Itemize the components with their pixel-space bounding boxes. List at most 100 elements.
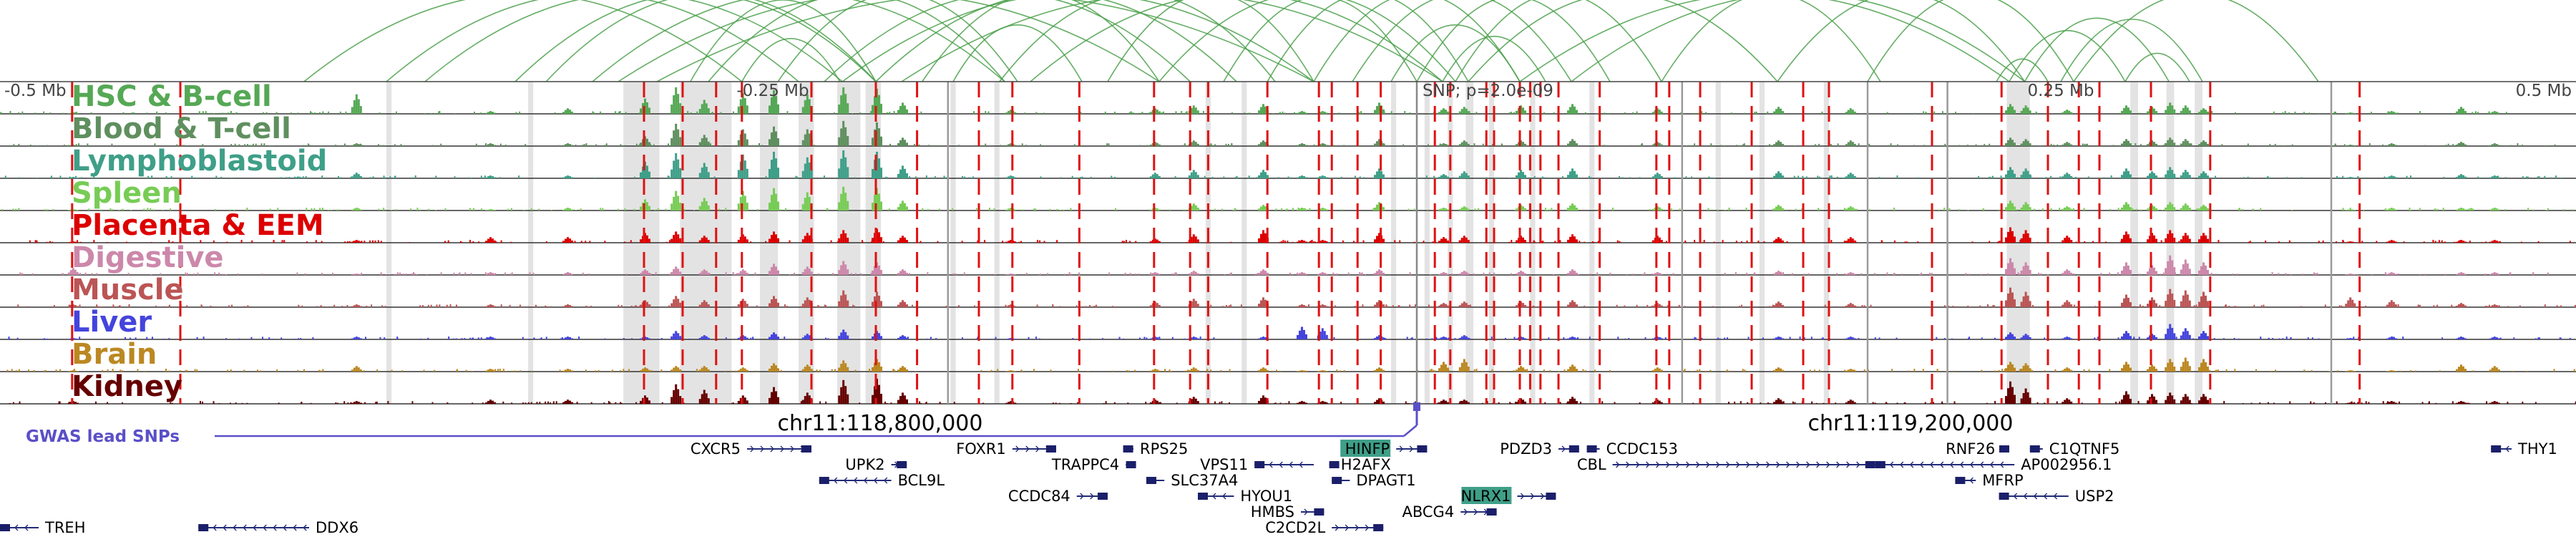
- background-peak: [210, 112, 213, 114]
- signal-peak: [897, 110, 899, 114]
- background-peak: [1921, 272, 1923, 275]
- background-peak: [1043, 241, 1045, 243]
- signal-peak: [2129, 207, 2132, 211]
- background-peak: [1501, 143, 1503, 146]
- signal-peak: [1319, 208, 1322, 211]
- background-peak: [205, 111, 207, 114]
- signal-peak: [1438, 305, 1440, 307]
- signal-peak: [2127, 364, 2129, 372]
- signal-peak: [2024, 202, 2027, 211]
- signal-peak: [2009, 104, 2011, 114]
- background-peak: [1817, 175, 1819, 178]
- background-peak: [2469, 208, 2472, 211]
- background-peak: [315, 240, 317, 243]
- background-peak: [88, 208, 90, 211]
- signal-peak: [1576, 208, 1578, 211]
- background-peak: [1994, 337, 1996, 339]
- background-peak: [73, 368, 75, 372]
- background-peak: [1802, 175, 1804, 178]
- background-peak: [1230, 272, 1232, 275]
- signal-peak: [567, 272, 569, 275]
- interaction-arc: [901, 0, 1443, 82]
- signal-peak: [1660, 274, 1663, 275]
- signal-peak: [2180, 175, 2182, 178]
- signal-peak: [701, 167, 703, 178]
- background-peak: [135, 337, 137, 339]
- gene-label: ABCG4: [1402, 503, 1454, 521]
- signal-peak: [2129, 398, 2132, 404]
- background-peak: [1077, 402, 1079, 404]
- background-peak: [756, 209, 758, 211]
- background-peak: [154, 143, 156, 146]
- background-peak: [527, 402, 530, 404]
- gene-label: CBL: [1577, 456, 1606, 473]
- background-peak: [352, 274, 354, 275]
- background-peak: [1158, 337, 1161, 339]
- background-peak: [1227, 144, 1229, 146]
- signal-peak: [648, 142, 650, 146]
- gene-label: HMBS: [1251, 503, 1294, 521]
- signal-peak: [737, 203, 740, 211]
- signal-peak: [899, 203, 902, 211]
- background-peak: [308, 145, 311, 146]
- background-peak: [275, 112, 278, 114]
- background-peak: [1858, 306, 1860, 307]
- signal-peak: [1153, 272, 1156, 275]
- signal-peak: [739, 271, 742, 275]
- background-peak: [2365, 401, 2367, 404]
- signal-peak: [2009, 381, 2011, 404]
- background-peak: [1918, 274, 1921, 275]
- signal-peak: [773, 151, 775, 178]
- signal-peak: [810, 271, 813, 275]
- background-peak: [46, 241, 48, 243]
- background-peak: [1646, 304, 1649, 307]
- signal-peak: [840, 95, 843, 114]
- signal-peak: [2169, 392, 2172, 404]
- background-peak: [2477, 176, 2479, 178]
- signal-peak: [2169, 202, 2172, 211]
- signal-peak: [2029, 301, 2031, 307]
- background-peak: [2544, 304, 2546, 307]
- background-peak: [338, 209, 341, 211]
- signal-peak: [1574, 140, 1576, 146]
- signal-peak: [777, 104, 779, 114]
- background-peak: [79, 337, 81, 339]
- background-peak: [927, 208, 929, 211]
- signal-peak: [2349, 338, 2352, 339]
- signal-peak: [1851, 142, 1854, 146]
- signal-peak: [492, 209, 494, 211]
- signal-peak: [2151, 171, 2153, 178]
- background-peak: [824, 304, 826, 307]
- signal-peak: [2394, 274, 2397, 275]
- signal-peak: [1319, 370, 1322, 372]
- background-peak: [1508, 241, 1511, 243]
- background-peak: [939, 402, 941, 404]
- signal-peak: [2497, 177, 2500, 178]
- signal-peak: [2167, 261, 2170, 275]
- background-peak: [1491, 337, 1493, 339]
- background-peak: [1143, 337, 1146, 339]
- background-peak: [2016, 209, 2018, 211]
- background-peak: [2310, 401, 2312, 404]
- signal-peak: [1323, 144, 1326, 146]
- signal-peak: [2011, 364, 2014, 372]
- background-peak: [1594, 369, 1596, 372]
- background-peak: [2214, 370, 2216, 372]
- signal-peak: [2491, 367, 2494, 372]
- background-peak: [1491, 369, 1493, 372]
- background-peak: [78, 143, 80, 146]
- signal-peak: [1297, 112, 1299, 114]
- background-peak: [244, 144, 246, 146]
- background-peak: [1631, 112, 1634, 114]
- background-peak: [2370, 112, 2372, 114]
- signal-peak: [2070, 338, 2073, 339]
- background-peak: [625, 145, 627, 146]
- signal-peak: [899, 238, 902, 243]
- background-peak: [1114, 306, 1116, 307]
- signal-peak: [1323, 305, 1326, 307]
- background-peak: [1830, 175, 1833, 178]
- background-peak: [2178, 241, 2180, 243]
- background-peak: [1063, 209, 1065, 211]
- signal-peak: [1440, 175, 1443, 178]
- background-peak: [2260, 208, 2262, 211]
